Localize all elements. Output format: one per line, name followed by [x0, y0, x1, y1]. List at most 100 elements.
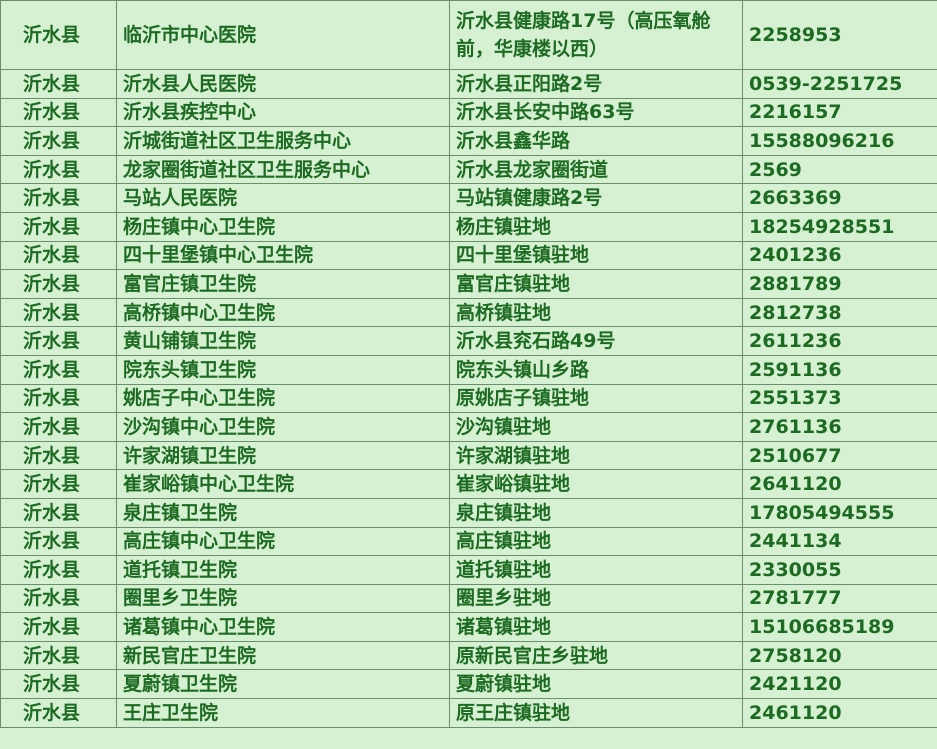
county-cell: 沂水县: [0, 698, 117, 728]
hospital-cell: 黄山铺镇卫生院: [116, 326, 450, 356]
county-cell: 沂水县: [0, 526, 117, 557]
phone-cell: 2510677: [742, 440, 937, 471]
address-cell: 圈里乡驻地: [449, 583, 743, 614]
table-row: 沂水县 高庄镇中心卫生院 高庄镇驻地 2441134: [0, 526, 937, 557]
address-cell: 四十里堡镇驻地: [449, 240, 743, 271]
address-cell: 崔家峪镇驻地: [449, 469, 743, 499]
hospital-cell: 高桥镇中心卫生院: [116, 297, 450, 328]
hospital-cell: 王庄卫生院: [116, 698, 450, 728]
address-cell: 高庄镇驻地: [449, 526, 743, 557]
county-cell: 沂水县: [0, 469, 117, 499]
table-row: 沂水县 夏蔚镇卫生院 夏蔚镇驻地 2421120: [0, 669, 937, 700]
phone-cell: 2216157: [742, 97, 937, 128]
county-cell: 沂水县: [0, 0, 117, 70]
hospital-cell: 临沂市中心医院: [116, 0, 450, 70]
table-row: 沂水县 沙沟镇中心卫生院 沙沟镇驻地 2761136: [0, 412, 937, 442]
hospital-cell: 马站人民医院: [116, 183, 450, 213]
table-row: 沂水县 王庄卫生院 原王庄镇驻地 2461120: [0, 698, 937, 728]
hospital-cell: 龙家圈街道社区卫生服务中心: [116, 154, 450, 185]
county-cell: 沂水县: [0, 497, 117, 528]
phone-cell: 2641120: [742, 469, 937, 499]
county-cell: 沂水县: [0, 183, 117, 213]
address-cell: 富官庄镇驻地: [449, 269, 743, 299]
phone-cell: 2258953: [742, 0, 937, 70]
hospital-cell: 道托镇卫生院: [116, 555, 450, 585]
hospital-cell: 沙沟镇中心卫生院: [116, 412, 450, 442]
phone-cell: 15106685189: [742, 612, 937, 642]
table-body: 沂水县 临沂市中心医院 沂水县健康路17号（高压氧舱前，华康楼以西） 2258953 沂…: [0, 0, 937, 728]
table-row: 沂水县 临沂市中心医院 沂水县健康路17号（高压氧舱前，华康楼以西） 2258953: [0, 0, 937, 70]
county-cell: 沂水县: [0, 440, 117, 471]
phone-cell: 2781777: [742, 583, 937, 614]
table-row: 沂水县 高桥镇中心卫生院 高桥镇驻地 2812738: [0, 297, 937, 328]
address-cell: 道托镇驻地: [449, 555, 743, 585]
phone-cell: 18254928551: [742, 211, 937, 242]
hospital-cell: 高庄镇中心卫生院: [116, 526, 450, 557]
phone-cell: 2461120: [742, 698, 937, 728]
phone-cell: 2421120: [742, 669, 937, 700]
phone-cell: 15588096216: [742, 126, 937, 156]
hospital-cell: 诸葛镇中心卫生院: [116, 612, 450, 642]
hospital-cell: 夏蔚镇卫生院: [116, 669, 450, 700]
table-row: 沂水县 沂水县疾控中心 沂水县长安中路63号 2216157: [0, 97, 937, 128]
address-cell: 泉庄镇驻地: [449, 497, 743, 528]
hospital-cell: 泉庄镇卫生院: [116, 497, 450, 528]
county-cell: 沂水县: [0, 126, 117, 156]
county-cell: 沂水县: [0, 354, 117, 385]
table-row: 沂水县 富官庄镇卫生院 富官庄镇驻地 2881789: [0, 269, 937, 299]
table-row: 沂水县 四十里堡镇中心卫生院 四十里堡镇驻地 2401236: [0, 240, 937, 271]
phone-cell: 17805494555: [742, 497, 937, 528]
table-row: 沂水县 黄山铺镇卫生院 沂水县兖石路49号 2611236: [0, 326, 937, 356]
table-row: 沂水县 圈里乡卫生院 圈里乡驻地 2781777: [0, 583, 937, 614]
county-cell: 沂水县: [0, 612, 117, 642]
phone-cell: 2812738: [742, 297, 937, 328]
county-cell: 沂水县: [0, 240, 117, 271]
address-cell: 沂水县长安中路63号: [449, 97, 743, 128]
address-cell: 沂水县鑫华路: [449, 126, 743, 156]
address-cell: 杨庄镇驻地: [449, 211, 743, 242]
county-cell: 沂水县: [0, 640, 117, 671]
hospital-cell: 杨庄镇中心卫生院: [116, 211, 450, 242]
county-cell: 沂水县: [0, 412, 117, 442]
hospital-cell: 四十里堡镇中心卫生院: [116, 240, 450, 271]
table-row: 沂水县 许家湖镇卫生院 许家湖镇驻地 2510677: [0, 440, 937, 471]
table-row: 沂水县 沂水县人民医院 沂水县正阳路2号 0539-2251725: [0, 69, 937, 99]
phone-cell: 2761136: [742, 412, 937, 442]
address-cell: 沂水县龙家圈街道: [449, 154, 743, 185]
county-cell: 沂水县: [0, 211, 117, 242]
county-cell: 沂水县: [0, 326, 117, 356]
hospital-cell: 沂城街道社区卫生服务中心: [116, 126, 450, 156]
table-row: 沂水县 马站人民医院 马站镇健康路2号 2663369: [0, 183, 937, 213]
phone-cell: 2569: [742, 154, 937, 185]
address-cell: 沂水县兖石路49号: [449, 326, 743, 356]
hospital-cell: 院东头镇卫生院: [116, 354, 450, 385]
phone-cell: 0539-2251725: [742, 69, 937, 99]
address-cell: 原新民官庄乡驻地: [449, 640, 743, 671]
county-cell: 沂水县: [0, 297, 117, 328]
table-row: 沂水县 泉庄镇卫生院 泉庄镇驻地 17805494555: [0, 497, 937, 528]
table-row: 沂水县 龙家圈街道社区卫生服务中心 沂水县龙家圈街道 2569: [0, 154, 937, 185]
phone-cell: 2663369: [742, 183, 937, 213]
hospital-cell: 姚店子中心卫生院: [116, 383, 450, 414]
county-cell: 沂水县: [0, 97, 117, 128]
hospital-cell: 沂水县疾控中心: [116, 97, 450, 128]
address-cell: 原姚店子镇驻地: [449, 383, 743, 414]
address-cell: 院东头镇山乡路: [449, 354, 743, 385]
table-row: 沂水县 杨庄镇中心卫生院 杨庄镇驻地 18254928551: [0, 211, 937, 242]
phone-cell: 2881789: [742, 269, 937, 299]
hospital-cell: 新民官庄卫生院: [116, 640, 450, 671]
county-cell: 沂水县: [0, 583, 117, 614]
phone-cell: 2611236: [742, 326, 937, 356]
county-cell: 沂水县: [0, 269, 117, 299]
table-row: 沂水县 姚店子中心卫生院 原姚店子镇驻地 2551373: [0, 383, 937, 414]
hospital-cell: 沂水县人民医院: [116, 69, 450, 99]
address-cell: 夏蔚镇驻地: [449, 669, 743, 700]
table-row: 沂水县 诸葛镇中心卫生院 诸葛镇驻地 15106685189: [0, 612, 937, 642]
address-cell: 许家湖镇驻地: [449, 440, 743, 471]
address-cell: 高桥镇驻地: [449, 297, 743, 328]
hospital-table: 沂水县 临沂市中心医院 沂水县健康路17号（高压氧舱前，华康楼以西） 2258953 沂…: [0, 0, 937, 728]
county-cell: 沂水县: [0, 383, 117, 414]
address-cell: 沂水县健康路17号（高压氧舱前，华康楼以西）: [449, 0, 743, 70]
phone-cell: 2551373: [742, 383, 937, 414]
